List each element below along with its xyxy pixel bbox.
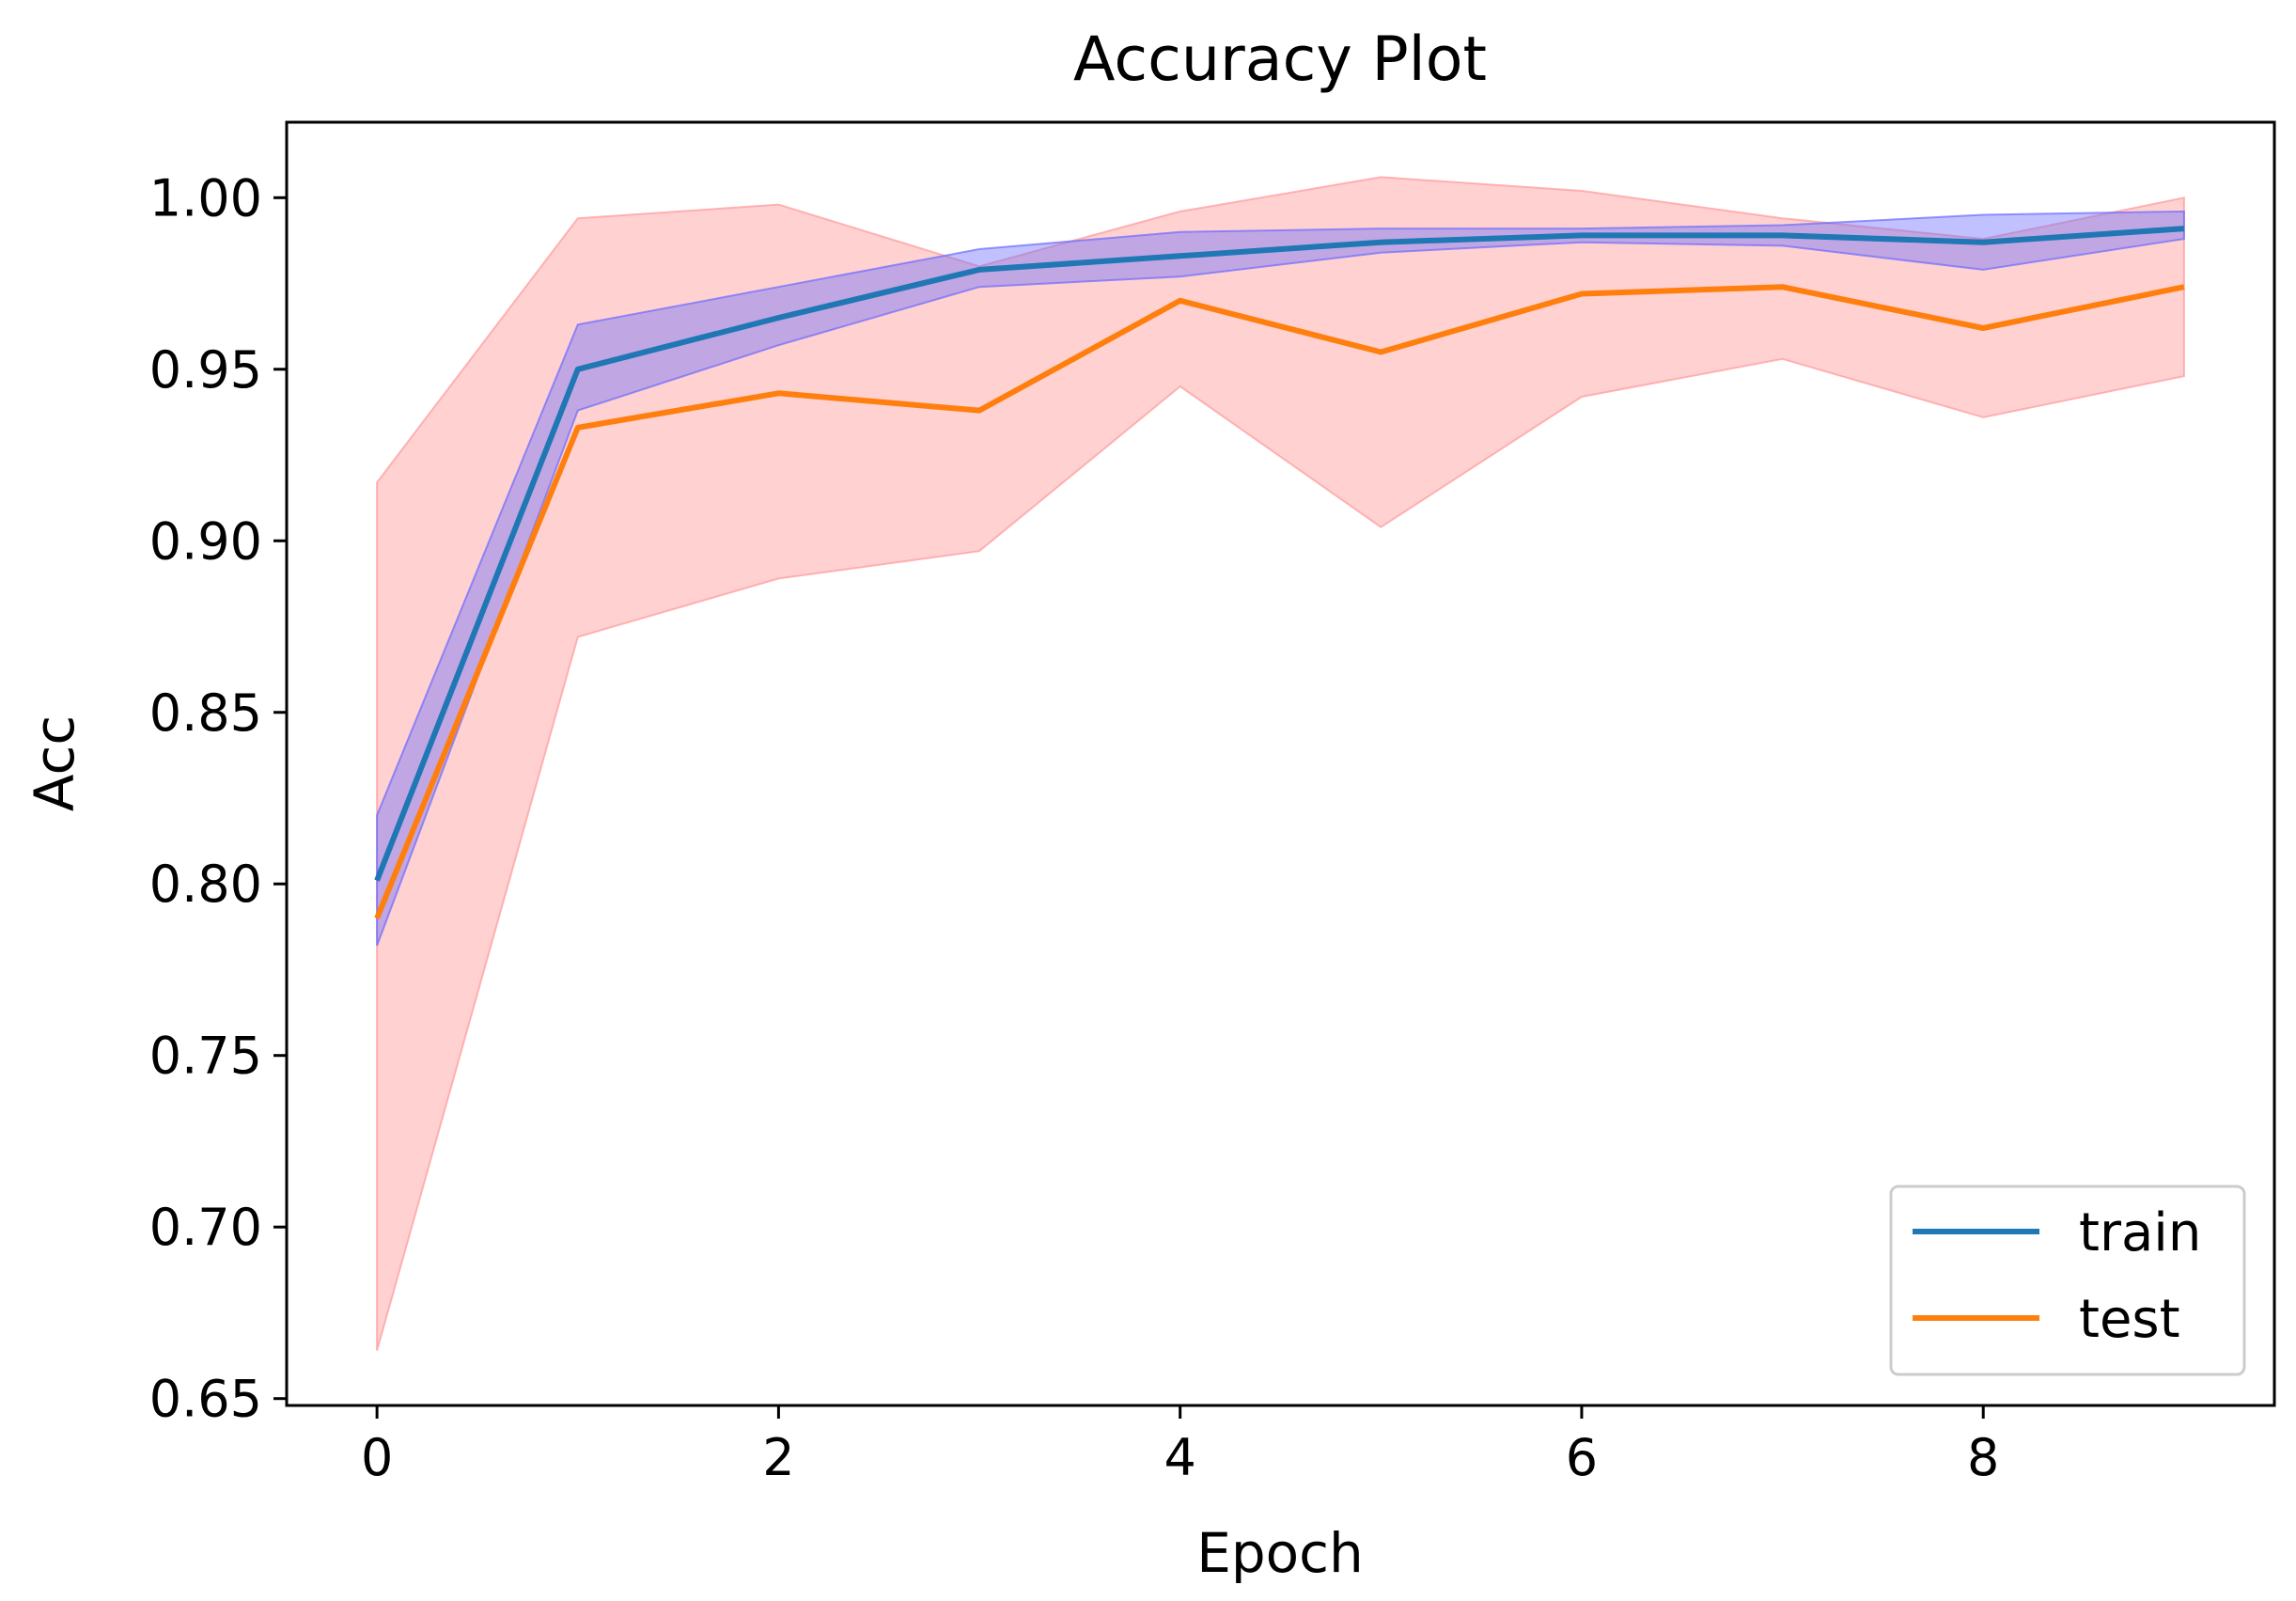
band-train xyxy=(376,210,2185,947)
y-axis: 0.65 0.70 0.75 0.80 0.85 0.90 0.95 1.00 xyxy=(149,168,287,1429)
axes-frame xyxy=(285,120,2276,1407)
chart-title: Accuracy Plot xyxy=(1073,24,1487,95)
y-tick-label: 0.70 xyxy=(149,1198,262,1257)
y-tick-label: 1.00 xyxy=(149,168,262,228)
x-axis-title: Epoch xyxy=(1196,1521,1364,1585)
y-tick-label: 0.95 xyxy=(149,340,262,400)
y-axis-title: Acc xyxy=(23,715,86,811)
legend: train test xyxy=(1889,1185,2246,1376)
band-test xyxy=(376,176,2185,1351)
line-train xyxy=(374,226,2185,882)
legend-train-label: train xyxy=(2079,1202,2201,1264)
x-tick-label: 6 xyxy=(1566,1428,1598,1487)
x-tick-label: 8 xyxy=(1967,1428,1999,1487)
y-tick-label: 0.85 xyxy=(149,683,262,743)
y-tick-label: 0.90 xyxy=(149,511,262,571)
x-tick-label: 2 xyxy=(762,1428,794,1487)
x-axis: 0 2 4 6 8 xyxy=(361,1405,1999,1487)
plot-area xyxy=(374,176,2185,1351)
line-test xyxy=(374,284,2185,919)
y-tick-label: 0.65 xyxy=(149,1370,262,1429)
y-tick-label: 0.80 xyxy=(149,855,262,914)
legend-test-label: test xyxy=(2079,1289,2180,1350)
x-tick-label: 4 xyxy=(1164,1428,1196,1487)
y-tick-label: 0.75 xyxy=(149,1027,262,1086)
x-tick-label: 0 xyxy=(361,1428,393,1487)
